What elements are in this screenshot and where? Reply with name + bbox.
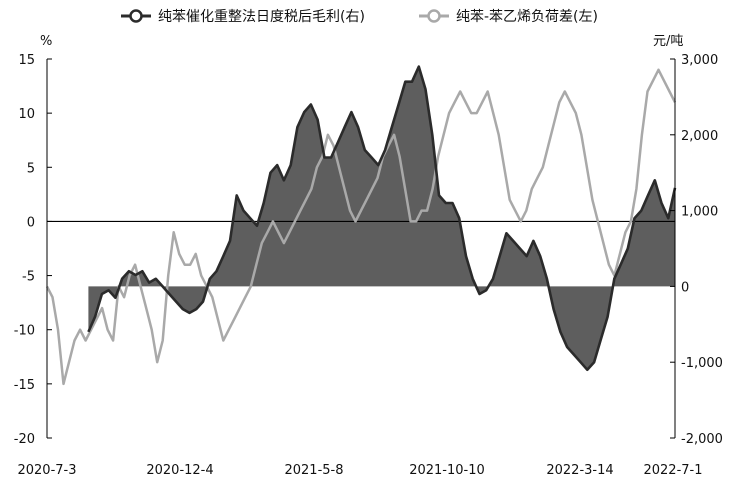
x-tick-label: 2021-5-8 — [284, 463, 343, 478]
x-tick-label: 2021-10-10 — [409, 463, 485, 478]
load-diff-line — [45, 68, 677, 386]
y-left-tick-label: 5 — [27, 161, 35, 176]
x-tick-label: 2020-12-4 — [146, 463, 213, 478]
legend-label-margin: 纯苯催化重整法日度税后毛利(右) — [158, 8, 365, 25]
plot-area — [45, 65, 677, 386]
y-left-tick-label: -15 — [14, 378, 35, 393]
y-left-tick-label: 10 — [18, 107, 35, 122]
x-tick-label: 2020-7-3 — [17, 463, 76, 478]
margin-line — [87, 65, 677, 372]
y-right-tick-label: 2,000 — [681, 129, 718, 144]
y-right-tick-label: 1,000 — [681, 205, 718, 220]
legend-marker-margin — [129, 9, 143, 23]
legend: 纯苯催化重整法日度税后毛利(右) 纯苯-苯乙烯负荷差(左) — [121, 8, 598, 25]
y-left-tick-label: 0 — [27, 215, 35, 230]
margin-area — [88, 66, 675, 370]
y-left-tick-label: -10 — [14, 324, 35, 339]
axes — [46, 58, 676, 439]
y-left-tick-label: 15 — [18, 53, 35, 68]
legend-label-load: 纯苯-苯乙烯负荷差(左) — [456, 8, 598, 25]
y-right-tick-label: -2,000 — [681, 432, 723, 447]
y-left-tick-label: -5 — [22, 270, 35, 285]
y-left-tick-label: -20 — [14, 432, 35, 447]
legend-item-load: 纯苯-苯乙烯负荷差(左) — [419, 8, 598, 25]
y-right-tick-label: -1,000 — [681, 356, 723, 371]
y-right-unit: 元/吨 — [653, 34, 683, 49]
y-right-tick-label: 3,000 — [681, 53, 718, 68]
y-left-unit: % — [40, 34, 52, 49]
y-right-tick-label: 0 — [681, 280, 689, 295]
tick-labels: 15 10 5 0 -5 -10 -15 -20 3,000 2,000 1,000 0 -1,000 -… — [14, 53, 723, 478]
legend-item-margin: 纯苯催化重整法日度税后毛利(右) — [121, 8, 365, 25]
legend-marker-load — [427, 9, 441, 23]
x-tick-label: 2022-3-14 — [546, 463, 613, 478]
x-tick-label: 2022-7-1 — [643, 463, 702, 478]
